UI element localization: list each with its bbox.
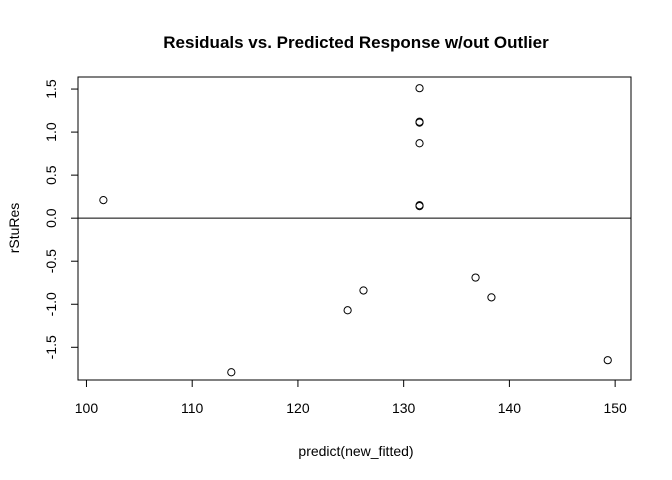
y-tick-label: 1.5 xyxy=(43,79,59,99)
data-point xyxy=(343,306,352,315)
y-axis: -1.5 -1.0 -0.5 0.0 0.5 1.0 1.5 xyxy=(43,79,79,359)
x-tick-label: 120 xyxy=(286,400,310,416)
y-tick-label: -1.0 xyxy=(43,292,59,316)
x-tick-label: 150 xyxy=(603,400,627,416)
data-point xyxy=(415,118,424,127)
data-point xyxy=(471,273,480,282)
y-tick-label: 0.5 xyxy=(43,165,59,185)
chart-title: Residuals vs. Predicted Response w/out O… xyxy=(163,33,549,52)
y-tick-label: 1.0 xyxy=(43,122,59,142)
y-tick-label: -0.5 xyxy=(43,249,59,273)
data-point xyxy=(603,356,612,365)
data-point xyxy=(99,195,108,205)
x-tick-label: 100 xyxy=(75,400,99,416)
y-tick-label: 0.0 xyxy=(43,208,59,228)
data-point xyxy=(415,202,424,211)
data-point xyxy=(227,368,236,377)
x-axis-label: predict(new_fitted) xyxy=(298,443,413,459)
data-point xyxy=(415,84,424,93)
data-point xyxy=(415,139,424,148)
x-tick-label: 140 xyxy=(498,400,522,416)
x-tick-label: 130 xyxy=(392,400,416,416)
y-tick-label: -1.5 xyxy=(43,335,59,359)
data-point xyxy=(487,293,496,302)
x-tick-label: 110 xyxy=(181,400,204,416)
data-points xyxy=(99,84,612,377)
x-axis: 100 110 120 130 140 150 xyxy=(75,379,627,416)
plot-frame xyxy=(77,76,632,381)
data-point xyxy=(359,286,368,295)
y-axis-label: rStuRes xyxy=(6,203,22,254)
